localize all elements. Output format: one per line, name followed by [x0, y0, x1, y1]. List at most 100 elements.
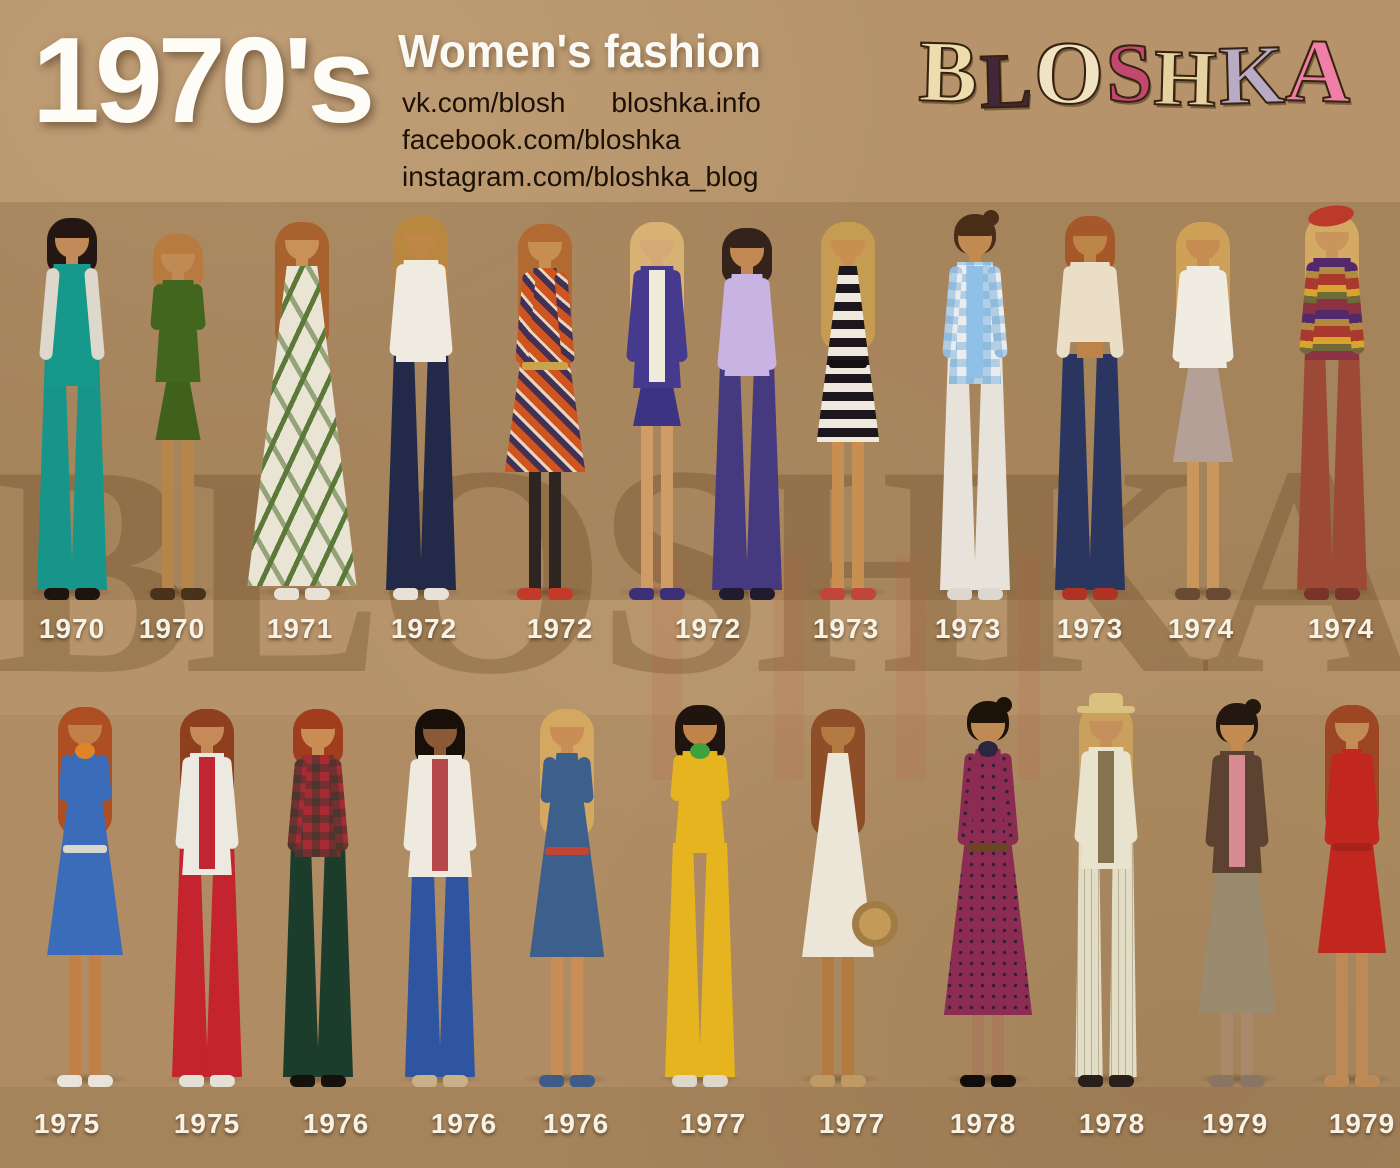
figure-tartan-shirt-green-flares	[268, 701, 368, 1087]
hair-front	[189, 709, 225, 727]
leg-right	[182, 434, 194, 592]
pantleg-right	[71, 356, 107, 590]
figure-pinstripe-suit-boater-hat	[1051, 693, 1161, 1087]
leg-left	[972, 1011, 984, 1079]
figure-shadow	[943, 1073, 1033, 1085]
figure-white-blazer-red-flares	[153, 699, 261, 1087]
hair-front	[422, 711, 458, 729]
inner-shirt	[1229, 755, 1245, 867]
shoe-left	[179, 1075, 204, 1087]
figure-striped-turtleneck-rust-flares	[1273, 202, 1391, 600]
neck-scarf	[978, 741, 998, 757]
leg-left	[1336, 947, 1348, 1079]
links-row-1: vk.com/blosh bloshka.info	[402, 84, 761, 121]
hair-front	[729, 230, 765, 248]
shoe-left	[1209, 1075, 1234, 1087]
sleeve-right	[1103, 265, 1125, 359]
inner-shirt	[432, 759, 448, 871]
shoe-left	[960, 1075, 985, 1087]
figure-shadow	[254, 586, 350, 598]
leg-right	[992, 1011, 1004, 1079]
figure-purple-skirt-suit	[605, 212, 709, 600]
shoe-right	[75, 588, 100, 600]
background-watermark-text: BLOSHKA	[0, 420, 1400, 720]
pantleg-right	[420, 352, 456, 590]
figure-blue-shirt-dress	[24, 697, 146, 1087]
leg-left	[69, 949, 81, 1079]
year-label: 1973	[934, 613, 1002, 644]
shoe-right	[321, 1075, 346, 1087]
figure-shadow	[495, 586, 595, 598]
hair-front	[549, 709, 585, 727]
skirt	[155, 372, 201, 440]
pantleg-right	[1109, 839, 1137, 1077]
bloshka-logo: BLOSHKA	[895, 20, 1375, 126]
shoe-left	[290, 1075, 315, 1087]
year-label: 1975	[173, 1108, 241, 1139]
figure-palm-print-maxi-dress	[240, 212, 364, 600]
hair-front	[300, 711, 336, 729]
shoe-right	[1206, 588, 1231, 600]
link-facebook: facebook.com/bloshka	[402, 124, 681, 155]
link-vk: vk.com/blosh	[402, 87, 566, 118]
leg-left	[1187, 456, 1199, 592]
neck-scarf	[75, 743, 95, 759]
figure-shadow	[793, 1073, 883, 1085]
inner-shirt	[199, 757, 215, 869]
leg-left	[822, 951, 834, 1079]
shoe-right	[181, 588, 206, 600]
figure-red-zip-dress-tall-boots	[1297, 695, 1400, 1087]
leg-left	[1221, 1007, 1233, 1079]
shoe-left	[629, 588, 654, 600]
pantleg-left	[37, 356, 73, 590]
shoe-left	[393, 588, 418, 600]
shoe-left	[820, 588, 845, 600]
hair-front	[67, 707, 103, 725]
shoe-left	[57, 1075, 82, 1087]
boater-crown	[1089, 693, 1123, 708]
figure-cream-crop-top-navy-flares	[1039, 208, 1141, 600]
figure-plum-bow-midi-dress	[930, 695, 1046, 1087]
shoe-right	[750, 588, 775, 600]
belt	[63, 845, 107, 853]
boater-brim	[1077, 706, 1135, 713]
year-label: 1970	[138, 613, 206, 644]
figure-shadow	[38, 1073, 132, 1085]
midriff	[1077, 338, 1103, 358]
hair-front	[1219, 707, 1255, 725]
shoe-left	[1078, 1075, 1103, 1087]
shoe-left	[150, 588, 175, 600]
logo-letter-A: A	[1284, 20, 1354, 123]
shoe-right	[660, 588, 685, 600]
pantleg-left	[283, 847, 319, 1077]
hair-front	[639, 222, 675, 240]
shoe-right	[1355, 1075, 1380, 1087]
link-instagram: instagram.com/bloshka_blog	[402, 161, 759, 192]
year-label: 1975	[33, 1108, 101, 1139]
figure-embroidered-peasant-blouse-blue-flares	[383, 701, 497, 1087]
leg-right	[1356, 947, 1368, 1079]
year-label: 1970	[38, 613, 106, 644]
shoe-left	[947, 588, 972, 600]
figure-green-knit-dress	[129, 226, 227, 600]
year-label: 1976	[302, 1108, 370, 1139]
logo-letter-H: H	[1152, 33, 1219, 125]
pantleg-left	[712, 366, 748, 590]
shoe-left	[1175, 588, 1200, 600]
year-label: 1974	[1307, 613, 1375, 644]
hair-front	[54, 220, 90, 238]
leg-right	[89, 949, 101, 1079]
inner-shirt	[967, 266, 983, 378]
pantleg-right	[699, 843, 735, 1077]
shoe-right	[703, 1075, 728, 1087]
pantleg-left	[386, 352, 422, 590]
shoe-right	[1335, 588, 1360, 600]
leg-left	[832, 436, 844, 592]
belt	[967, 843, 1009, 851]
figure-tweed-blazer-midi-skirt	[1183, 697, 1291, 1087]
shoe-right	[841, 1075, 866, 1087]
pantleg-right	[1331, 350, 1367, 590]
pantleg-right	[746, 366, 782, 590]
inner-shirt	[649, 270, 665, 382]
